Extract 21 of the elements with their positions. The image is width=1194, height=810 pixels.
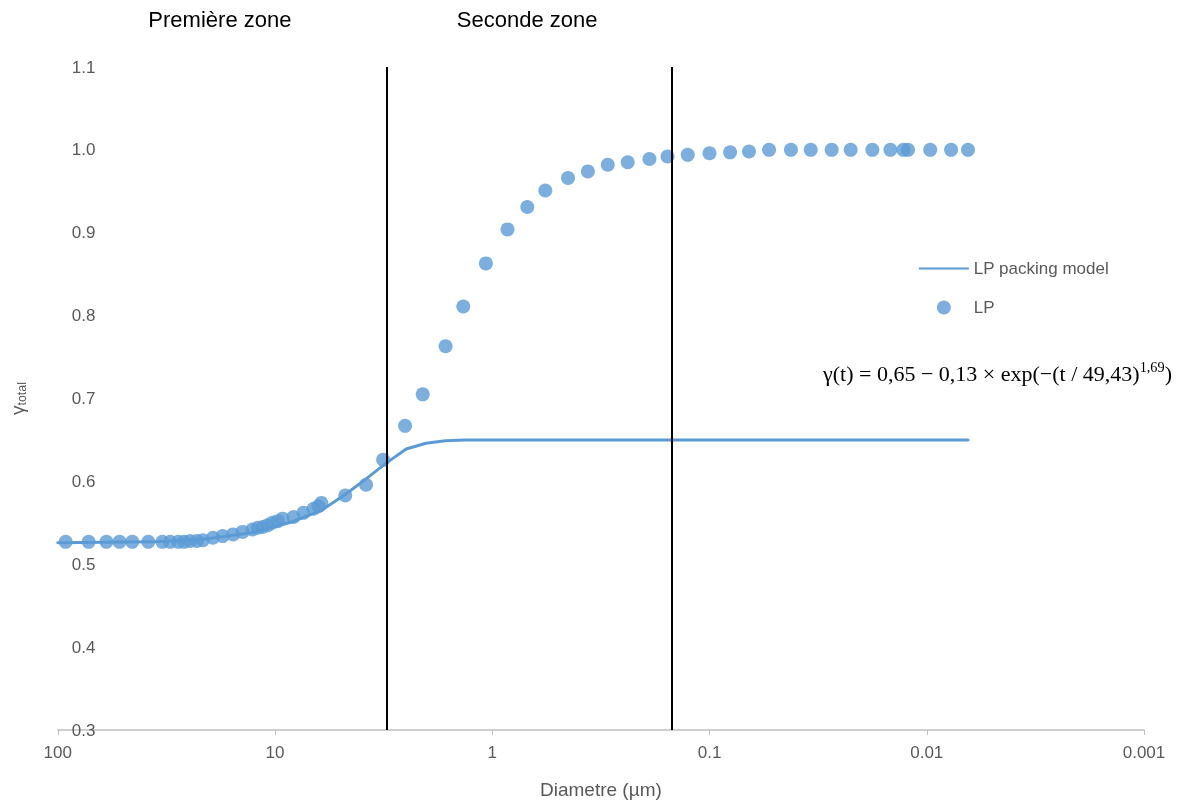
y-tick-label: 0.7 [71, 389, 96, 408]
y-axis-title: γtotal [7, 382, 29, 415]
y-tick-label: 0.9 [71, 223, 96, 243]
x-axis-title: Diametre (µm) [539, 779, 662, 800]
x-tick-label: 1 [487, 743, 497, 762]
legend-label: LP [973, 298, 995, 317]
y-tick-label: 0.8 [71, 306, 96, 326]
legend-label: LP packing model [973, 259, 1109, 278]
y-tick-label: 1.0 [71, 140, 96, 160]
y-tick-label: 0.4 [71, 637, 96, 657]
x-tick-label: 100 [43, 743, 72, 762]
x-tick-label: 0.1 [697, 743, 722, 762]
x-tick-label: 0.01 [910, 743, 944, 762]
text: Première zone [148, 6, 292, 32]
y-tick-label: 0.6 [71, 471, 96, 491]
y-tick-label: 0.5 [71, 554, 96, 574]
y-tick-label: 1.1 [71, 57, 96, 77]
text: Seconde zone [456, 6, 598, 32]
x-tick-label: 0.001 [1122, 743, 1166, 762]
y-tick-label: 0.3 [71, 720, 96, 740]
x-tick-label: 10 [265, 743, 285, 762]
